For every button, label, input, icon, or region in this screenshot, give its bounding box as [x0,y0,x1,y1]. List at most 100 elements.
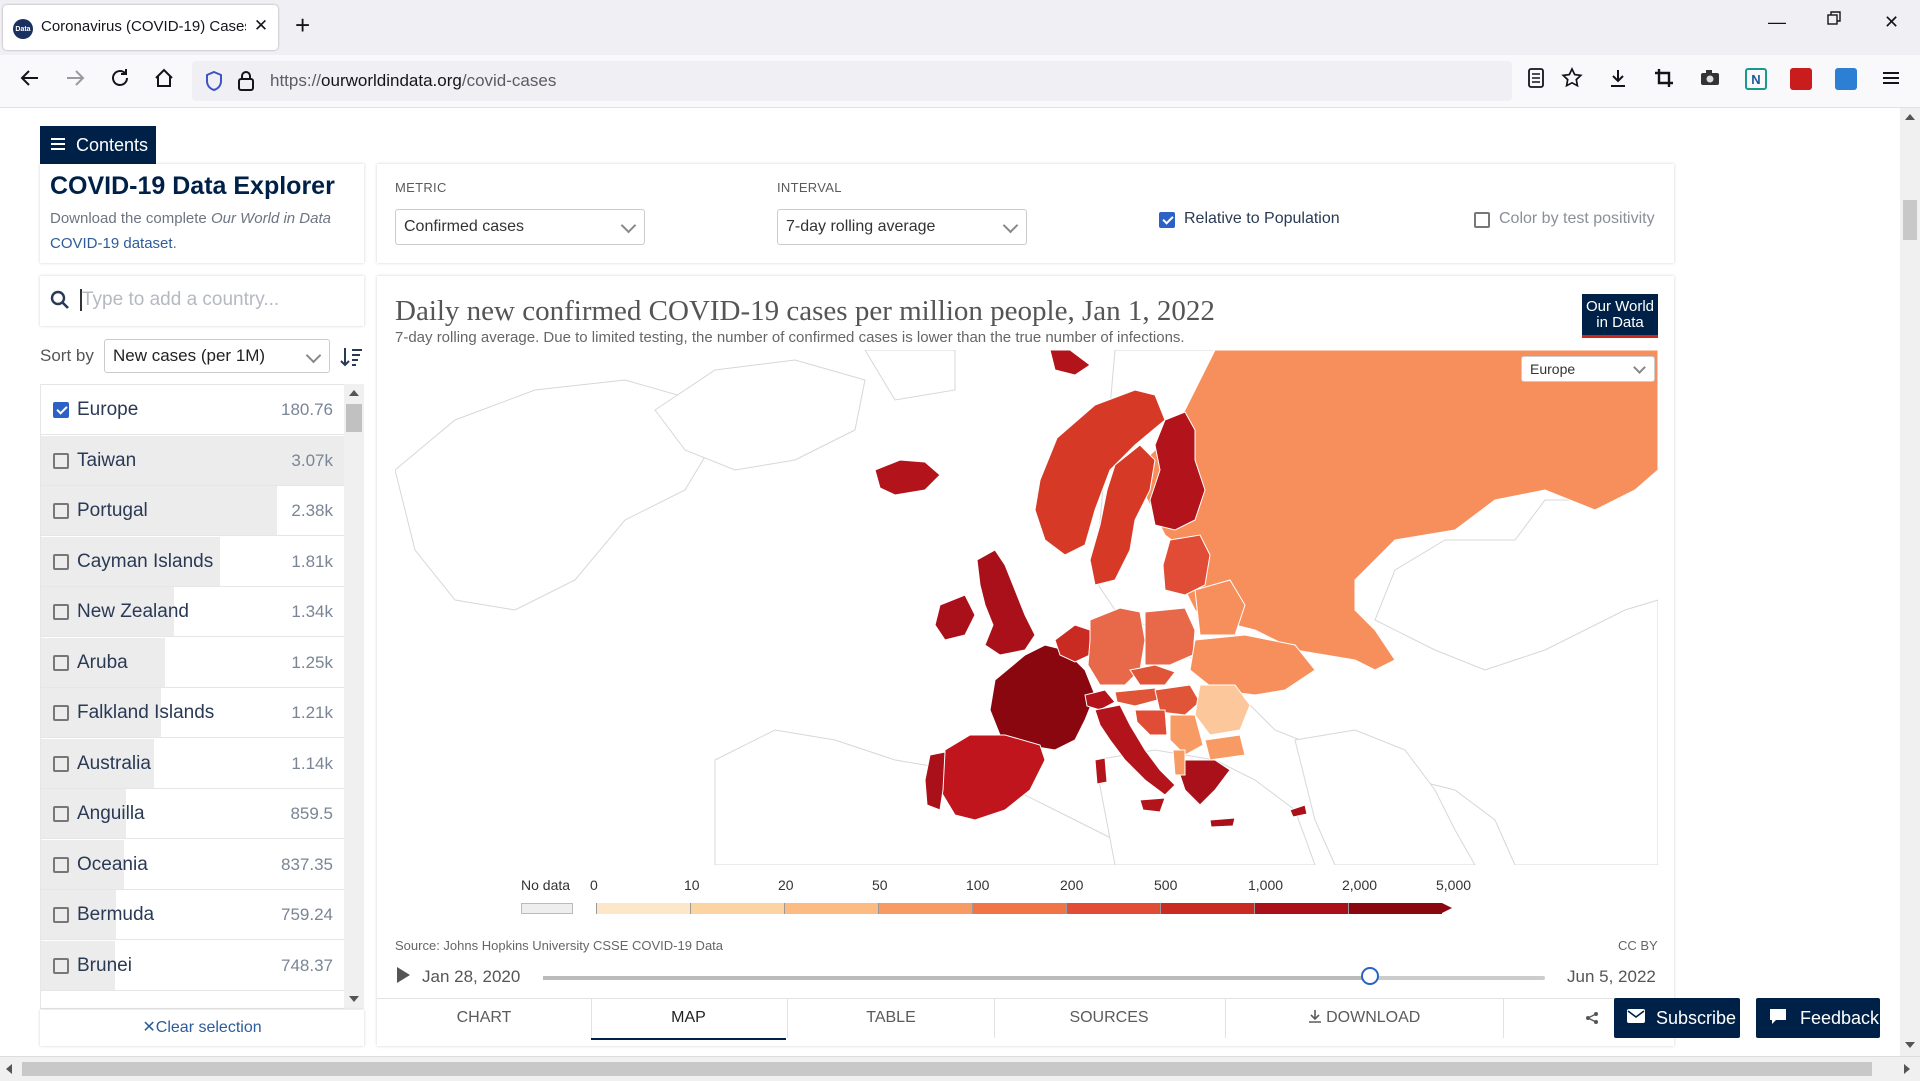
page-vertical-scrollbar[interactable] [1900,108,1920,1056]
list-item-checkbox[interactable] [53,553,69,570]
reader-view-icon[interactable] [1522,67,1550,95]
list-item[interactable]: Bermuda 759.24 [41,890,345,940]
share-icon[interactable] [1585,1011,1599,1030]
pdf-extension-icon[interactable] [1790,68,1812,90]
menu-hamburger-icon[interactable] [1877,67,1905,95]
tab-sources[interactable]: SOURCES [993,998,1226,1038]
list-item-checkbox[interactable] [53,604,69,620]
map-region-albania[interactable] [1172,749,1186,776]
map-region-sweden[interactable] [1089,444,1156,586]
list-item-checkbox[interactable] [53,755,69,772]
tracking-shield-icon[interactable] [204,70,224,97]
list-item[interactable]: Europe 180.76 [41,385,345,435]
list-item[interactable]: Oceania 837.35 [41,839,345,890]
owid-logo[interactable]: Our World in Data [1582,294,1658,338]
tab-chart[interactable]: CHART [377,998,592,1038]
scroll-down-icon[interactable] [349,996,359,1002]
relative-population-checkbox[interactable] [1159,212,1175,228]
timeline-track[interactable] [543,967,1545,985]
play-icon[interactable] [395,966,411,989]
reload-icon[interactable] [106,67,134,95]
map-region-cyprus[interactable] [1289,804,1308,818]
close-tab-icon[interactable]: ✕ [253,16,269,35]
list-item[interactable]: Australia 1.14k [41,738,345,789]
source-note[interactable]: Source: Johns Hopkins University CSSE CO… [395,938,724,953]
lock-icon[interactable] [237,70,255,97]
sort-select[interactable]: New cases (per 1M) [104,339,330,373]
map-region-spain[interactable] [939,734,1046,821]
list-scrollbar[interactable] [344,384,364,1009]
dataset-link[interactable]: COVID-19 dataset [50,235,173,252]
map-region-france[interactable] [989,644,1096,751]
map-region-switzerland[interactable] [1084,689,1116,711]
sort-order-icon[interactable] [340,346,364,373]
list-item[interactable]: Cayman Islands 1.81k [41,536,345,587]
timeline-end-label[interactable]: Jun 5, 2022 [1567,967,1656,986]
map-region-germany[interactable] [1087,607,1146,686]
tab-map[interactable]: MAP [591,998,786,1040]
map-region-austria[interactable] [1114,687,1166,707]
map-region-italy[interactable] [1094,704,1176,796]
map-region-czechia[interactable] [1129,664,1176,686]
timeline-start-label[interactable]: Jan 28, 2020 [422,967,521,986]
crop-screenshot-icon[interactable] [1650,67,1678,95]
tab-download[interactable]: DOWNLOAD [1225,998,1504,1038]
map-region-belarus[interactable] [1194,579,1246,636]
interval-select[interactable]: 7-day rolling average [777,209,1027,245]
map-region-sicily[interactable] [1139,797,1166,813]
region-select[interactable]: Europe [1521,356,1655,382]
list-item[interactable]: Taiwan 3.07k [41,435,345,486]
map-region-poland[interactable] [1144,607,1196,666]
test-positivity-label[interactable]: Color by test positivity [1499,210,1655,227]
map-region-crete[interactable] [1209,817,1236,828]
list-item-checkbox[interactable] [53,806,69,822]
map-region-hungary[interactable] [1154,684,1201,716]
map-region-bulgaria[interactable] [1204,734,1246,761]
back-icon[interactable] [16,67,44,95]
metric-select[interactable]: Confirmed cases [395,209,645,245]
map-region-iceland[interactable] [874,459,941,496]
list-item-checkbox[interactable] [53,957,69,974]
list-item-checkbox[interactable] [53,503,69,519]
map-region-portugal[interactable] [924,751,946,811]
page-horizontal-scrollbar-thumb[interactable] [22,1062,1872,1076]
address-bar[interactable]: https://ourworldindata.org/covid-cases [192,61,1512,101]
list-item-checkbox[interactable] [53,654,69,671]
list-item[interactable]: New Zealand 1.34k [41,587,345,637]
extension-s-icon[interactable] [1835,68,1857,90]
camera-icon[interactable] [1696,67,1724,95]
scroll-up-icon[interactable] [349,390,359,396]
map-region-finland[interactable] [1149,411,1206,531]
map-region-serbia[interactable] [1169,714,1204,756]
search-box[interactable] [40,276,364,326]
map-region-greece[interactable] [1179,759,1231,806]
restore-icon[interactable] [1826,10,1842,31]
scroll-down-icon[interactable] [1905,1042,1915,1048]
list-item-checkbox[interactable] [53,705,69,721]
list-item-checkbox[interactable] [53,452,69,469]
map-region-baltics[interactable] [1162,534,1211,596]
map-region-svalbard[interactable] [1049,350,1091,376]
europe-map[interactable] [395,350,1658,865]
scroll-up-icon[interactable] [1905,114,1915,120]
subscribe-button[interactable]: Subscribe [1614,998,1740,1038]
page-horizontal-scrollbar[interactable] [0,1056,1920,1081]
page-vertical-scrollbar-thumb[interactable] [1903,200,1917,240]
timeline-handle[interactable] [1360,967,1379,985]
contents-button[interactable]: Contents [40,126,156,164]
minimize-icon[interactable]: — [1768,12,1786,32]
browser-tab[interactable]: Data Coronavirus (COVID-19) Cases - ✕ [3,5,278,50]
extension-n-icon[interactable]: N [1745,68,1767,90]
search-input[interactable]: Type to add a country... [82,289,280,310]
map-region-sardinia[interactable] [1094,757,1108,785]
tab-table[interactable]: TABLE [787,998,995,1038]
list-item[interactable]: Falkland Islands 1.21k [41,688,345,738]
clear-selection-button[interactable]: ✕Clear selection [40,1010,364,1046]
list-item[interactable]: Portugal 2.38k [41,486,345,536]
close-window-icon[interactable]: ✕ [1884,12,1900,32]
forward-icon[interactable] [61,67,89,95]
list-item-checkbox[interactable] [53,907,69,923]
home-icon[interactable] [150,67,178,95]
scroll-right-icon[interactable] [1904,1064,1910,1074]
feedback-button[interactable]: Feedback [1756,998,1880,1038]
